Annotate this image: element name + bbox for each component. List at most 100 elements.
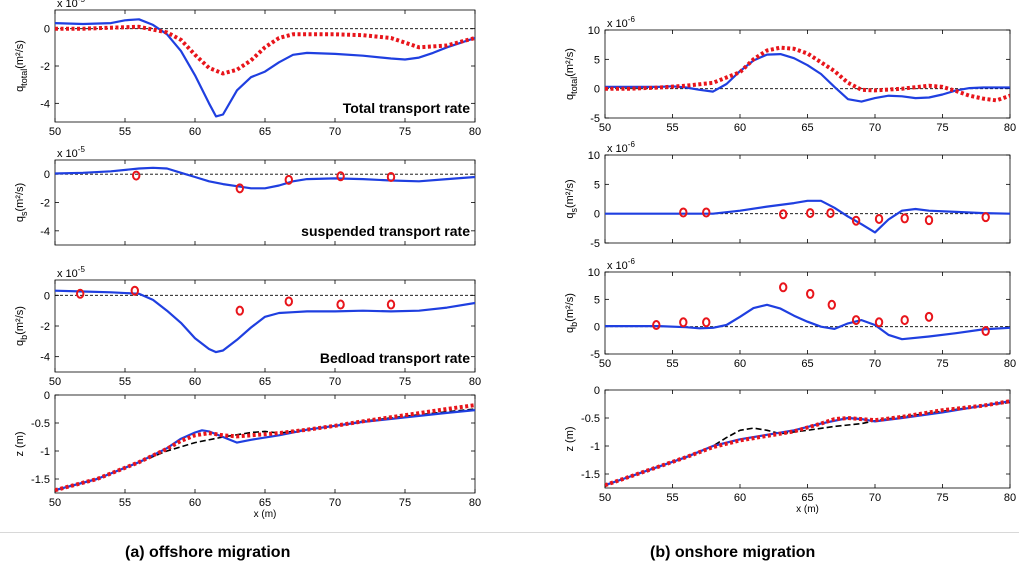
series-group (605, 282, 1010, 341)
observation-point (900, 213, 909, 224)
series-group (605, 199, 1010, 234)
x-tick-label: 75 (936, 122, 948, 134)
series-line-solid-blue (605, 400, 1010, 487)
observation-point (702, 317, 711, 328)
panel-annotation: Bedload transport rate (320, 350, 470, 366)
chart-a-z: 0 -0.5 -1 -1.5 50 55 60 65 70 75 80 z (m) x (m) (14, 390, 481, 520)
axes-frame (54, 394, 476, 494)
observation-point (874, 213, 884, 224)
y-tick-label: 0 (594, 385, 600, 397)
observation-point (851, 315, 861, 326)
y-tick-label: 5 (594, 179, 600, 191)
x-tick-label: 70 (869, 122, 881, 134)
series-line-dotted-red (605, 399, 1010, 488)
x-tick-label: 55 (666, 122, 678, 134)
x-tick-label: 80 (469, 376, 481, 388)
x-tick-label: 80 (1004, 122, 1016, 134)
observation-point (924, 311, 934, 322)
x-tick-label: 70 (329, 126, 341, 138)
series-line-solid-blue (605, 303, 1010, 341)
y-axis-label: z (m) (14, 431, 26, 456)
series-group (55, 285, 475, 354)
observation-point (981, 212, 990, 223)
x-tick-label: 60 (734, 492, 746, 504)
x-tick-label: 55 (666, 358, 678, 370)
series-line-dotted-red (55, 24, 475, 76)
y-axis-label: qs(m²/s) (14, 183, 29, 222)
observation-point (806, 288, 815, 299)
observation-point (806, 208, 815, 219)
x-tick-label: 80 (1004, 358, 1016, 370)
observation-point (386, 172, 396, 182)
y-tick-label: -5 (590, 113, 600, 125)
y-tick-label: -1 (590, 441, 600, 453)
chart-b-susp: 10 5 0 -5 x 10-6 qs(m²/s) (564, 140, 1011, 250)
y-tick-label: 0 (594, 322, 600, 334)
series-group (55, 166, 475, 194)
x-tick-label: 75 (399, 376, 411, 388)
y-axis-label: z (m) (564, 426, 576, 451)
series-line-dotted-red (605, 45, 1010, 103)
x-tick-label: 80 (1004, 492, 1016, 504)
y-axis-label: qs(m²/s) (564, 179, 579, 218)
x-tick-label: 55 (119, 126, 131, 138)
x-tick-label: 65 (259, 376, 271, 388)
x-tick-label: 65 (259, 126, 271, 138)
observation-point (702, 207, 711, 218)
series-group (55, 18, 475, 118)
series-line-solid-blue (55, 18, 475, 118)
x-tick-label: 60 (189, 126, 201, 138)
observation-point (76, 288, 85, 299)
y-tick-label: -1 (40, 446, 50, 458)
x-tick-label: 65 (801, 122, 813, 134)
x-tick-label: 70 (869, 358, 881, 370)
series-line-dashed-black (55, 408, 475, 491)
y-tick-label: 0 (44, 24, 50, 36)
observation-point (132, 170, 141, 181)
y-tick-label: -2 (40, 198, 50, 210)
caption-offshore: (a) offshore migration (125, 544, 291, 561)
x-tick-label: 60 (734, 358, 746, 370)
series-group (605, 399, 1010, 488)
x-tick-label: 80 (469, 497, 481, 509)
chart-a-bed: 0 -2 -4 50 55 60 65 70 75 80 x 10-5 qb(m²/s) Bedload… (14, 265, 481, 388)
y-axis-label: qtotal(m²/s) (14, 40, 29, 92)
x-tick-label: 60 (189, 376, 201, 388)
x-tick-label: 75 (936, 492, 948, 504)
panel-annotation: Total transport rate (343, 100, 471, 116)
observation-point (336, 171, 345, 182)
x-tick-label: 50 (599, 122, 611, 134)
x-tick-label: 80 (469, 126, 481, 138)
y-tick-label: -5 (590, 349, 600, 361)
axis-exponent: x 10-5 (57, 0, 85, 10)
observation-point (900, 315, 909, 326)
series-line-solid-blue (605, 199, 1010, 234)
x-tick-label: 70 (869, 492, 881, 504)
series-line-solid-blue (605, 52, 1010, 103)
series-group (605, 45, 1010, 103)
axis-exponent: x 10-5 (57, 145, 85, 160)
y-tick-label: -4 (40, 98, 50, 110)
axis-exponent: x 10-6 (607, 257, 635, 272)
x-tick-label: 50 (49, 497, 61, 509)
x-tick-label: 65 (259, 497, 271, 509)
chart-a-total: 0 -2 -4 50 55 60 65 70 75 80 x 10-5 qtotal(m²/s) Tot… (14, 0, 481, 138)
y-tick-label: -4 (40, 352, 50, 364)
axis-exponent: x 10-6 (607, 140, 635, 155)
observation-point (779, 209, 788, 220)
y-tick-label: 0 (594, 209, 600, 221)
observation-point (851, 215, 861, 226)
series-line-solid-blue (55, 289, 475, 354)
y-tick-label: -0.5 (31, 418, 50, 430)
chart-b-z: 0 -0.5 -1 -1.5 50 55 60 65 70 75 80 z (m) x (m) (564, 385, 1016, 515)
y-tick-label: -4 (40, 226, 50, 238)
panel-annotation: suspended transport rate (301, 223, 470, 239)
y-tick-label: -2 (40, 321, 50, 333)
y-tick-label: -1.5 (31, 474, 50, 486)
observation-point (679, 207, 688, 218)
observation-point (336, 299, 345, 310)
observation-point (826, 208, 835, 219)
